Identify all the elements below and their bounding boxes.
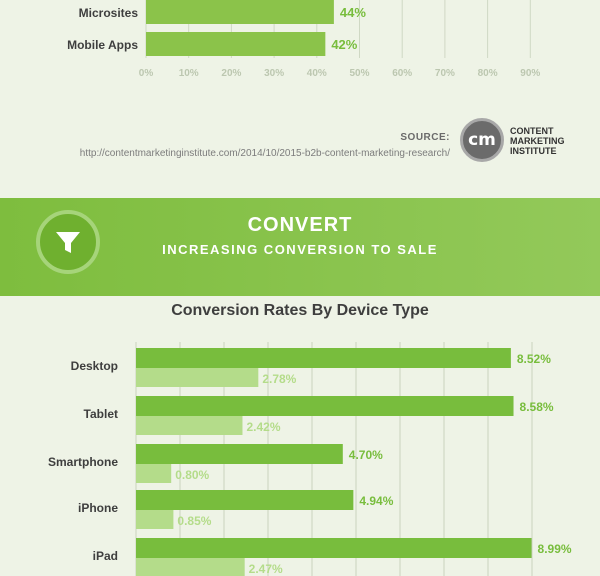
bar-secondary bbox=[136, 510, 174, 529]
source-url-link[interactable]: http://contentmarketinginstitute.com/201… bbox=[79, 148, 450, 159]
source-label: SOURCE: bbox=[400, 132, 450, 143]
top-bar-chart: Microsites 44% Mobile Apps 42% 0% 10% 20% 30% 40… bbox=[67, 0, 540, 79]
x-tick-label: 60% bbox=[392, 68, 412, 79]
data-label: 2.78% bbox=[262, 372, 296, 386]
bar-secondary bbox=[136, 368, 259, 387]
bar-primary bbox=[136, 538, 532, 558]
x-tick-label: 30% bbox=[264, 68, 284, 79]
convert-banner bbox=[0, 198, 600, 296]
data-label: 0.85% bbox=[177, 514, 211, 528]
cmi-name-line: CONTENT bbox=[510, 126, 554, 136]
cmi-name-line: MARKETING bbox=[510, 136, 565, 146]
data-label: 4.94% bbox=[359, 494, 393, 508]
x-tick-label: 70% bbox=[435, 68, 455, 79]
data-label: 0.80% bbox=[175, 468, 209, 482]
bar-secondary bbox=[136, 416, 243, 435]
bar bbox=[146, 32, 326, 56]
cmi-name: CONTENT MARKETING INSTITUTE bbox=[510, 126, 565, 156]
x-tick-label: 50% bbox=[349, 68, 369, 79]
category-label: iPhone bbox=[78, 501, 118, 515]
device-conversion-chart: Desktop 8.52% 2.78% Tablet 8.58% 2.42% Smartph… bbox=[48, 342, 572, 576]
bar bbox=[146, 0, 334, 24]
category-label: iPad bbox=[93, 549, 118, 563]
banner-subtitle: INCREASING CONVERSION TO SALE bbox=[162, 242, 438, 257]
data-label: 2.47% bbox=[249, 562, 283, 576]
bar-primary bbox=[136, 348, 511, 368]
x-tick-label: 80% bbox=[478, 68, 498, 79]
data-label: 4.70% bbox=[349, 448, 383, 462]
category-label: Smartphone bbox=[48, 455, 118, 469]
category-label: Tablet bbox=[84, 407, 118, 421]
source-block: SOURCE: http://contentmarketinginstitute… bbox=[0, 118, 600, 174]
data-label: 8.52% bbox=[517, 352, 551, 366]
cmi-logo-text: cm bbox=[468, 130, 496, 150]
x-tick-label: 0% bbox=[139, 68, 154, 79]
data-label: 44% bbox=[340, 5, 366, 20]
bar-primary bbox=[136, 490, 354, 510]
chart-title: Conversion Rates By Device Type bbox=[171, 302, 429, 319]
data-label: 2.42% bbox=[246, 420, 280, 434]
category-label: Desktop bbox=[71, 359, 118, 373]
bar-secondary bbox=[136, 464, 172, 483]
bar-secondary bbox=[136, 558, 245, 576]
x-tick-label: 40% bbox=[307, 68, 327, 79]
bar-primary bbox=[136, 444, 343, 464]
funnel-badge bbox=[36, 210, 100, 274]
cmi-logo: cm bbox=[460, 118, 504, 162]
data-label: 8.99% bbox=[538, 542, 572, 556]
cmi-name-line: INSTITUTE bbox=[510, 146, 557, 156]
category-label: Mobile Apps bbox=[67, 38, 138, 52]
data-label: 8.58% bbox=[520, 400, 554, 414]
data-label: 42% bbox=[331, 37, 357, 52]
x-tick-label: 90% bbox=[520, 68, 540, 79]
x-tick-label: 20% bbox=[221, 68, 241, 79]
bar-primary bbox=[136, 396, 514, 416]
banner-title: CONVERT bbox=[247, 214, 353, 236]
x-tick-label: 10% bbox=[179, 68, 199, 79]
category-label: Microsites bbox=[79, 6, 139, 20]
funnel-icon bbox=[56, 232, 80, 253]
